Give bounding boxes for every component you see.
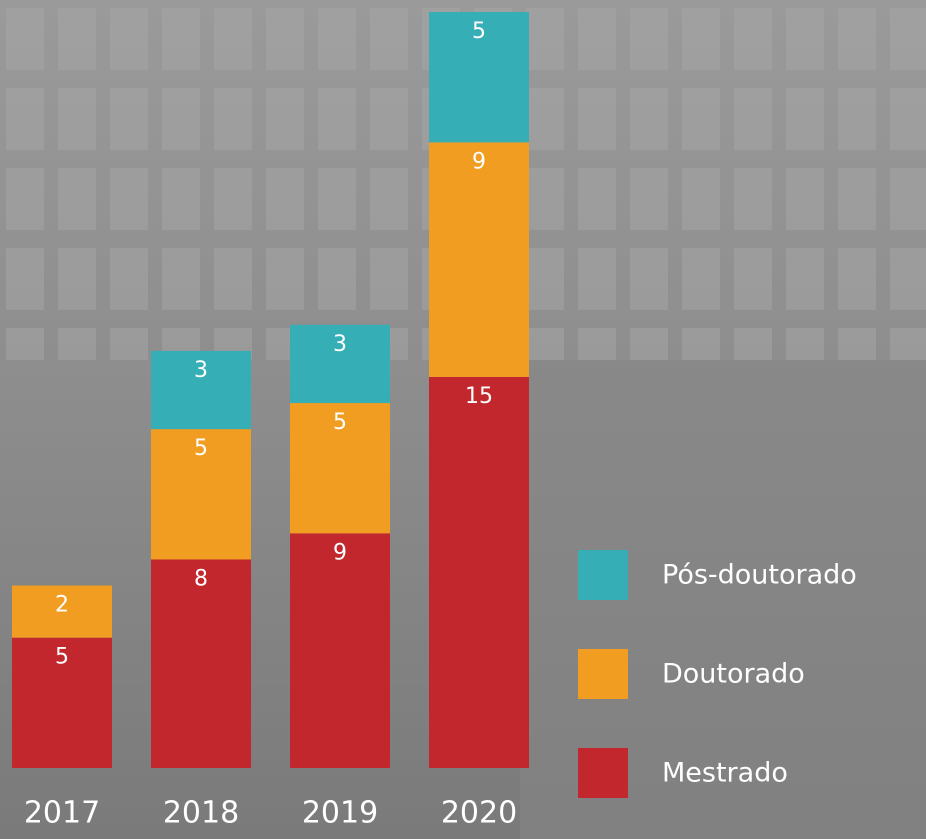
value-label: 15	[465, 384, 493, 409]
x-tick-label: 2019	[302, 796, 378, 831]
bar-segment	[429, 142, 529, 377]
value-label: 5	[333, 410, 347, 435]
legend-swatch	[578, 550, 628, 600]
bar-segment	[290, 533, 390, 768]
value-label: 3	[333, 332, 347, 357]
legend-label: Doutorado	[662, 659, 805, 690]
x-tick-label: 2018	[163, 796, 239, 831]
value-label: 8	[194, 566, 208, 591]
chart: 5 2 2017 8 5 3 2018 9 5 3 2019 15 9 5 2020 Mestrado Dout…	[0, 0, 926, 839]
value-label: 5	[472, 19, 486, 44]
legend-swatch	[578, 748, 628, 798]
value-label: 9	[333, 540, 347, 565]
x-tick-label: 2020	[441, 796, 517, 831]
legend-swatch	[578, 649, 628, 699]
legend-label: Mestrado	[662, 758, 788, 789]
value-label: 9	[472, 149, 486, 174]
x-tick-label: 2017	[24, 796, 100, 831]
value-label: 5	[55, 645, 69, 670]
value-label: 2	[55, 593, 69, 618]
bar-segment	[429, 377, 529, 768]
legend-label: Pós-doutorado	[662, 560, 857, 591]
value-label: 3	[194, 358, 208, 383]
value-label: 5	[194, 436, 208, 461]
